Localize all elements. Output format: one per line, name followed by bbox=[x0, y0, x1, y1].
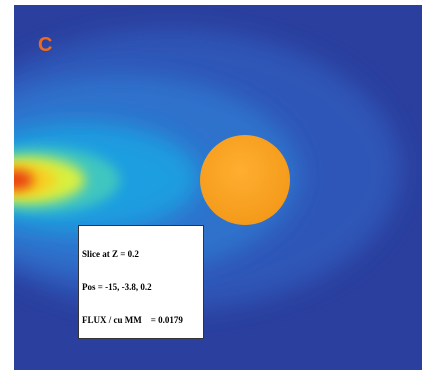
info-line: Slice at Z = 0.2 bbox=[82, 249, 200, 260]
screenshot: C Slice at Z = 0.2 Pos = -15, -3.8, 0.2 … bbox=[0, 0, 437, 385]
panel-label: C bbox=[38, 34, 52, 57]
info-line: Pos = -15, -3.8, 0.2 bbox=[82, 282, 200, 293]
flux-slice bbox=[0, 0, 437, 385]
info-line: FLUX / cu MM = 0.0179 bbox=[82, 315, 200, 326]
info-box: Slice at Z = 0.2 Pos = -15, -3.8, 0.2 FL… bbox=[78, 225, 204, 339]
sphere bbox=[200, 135, 290, 225]
